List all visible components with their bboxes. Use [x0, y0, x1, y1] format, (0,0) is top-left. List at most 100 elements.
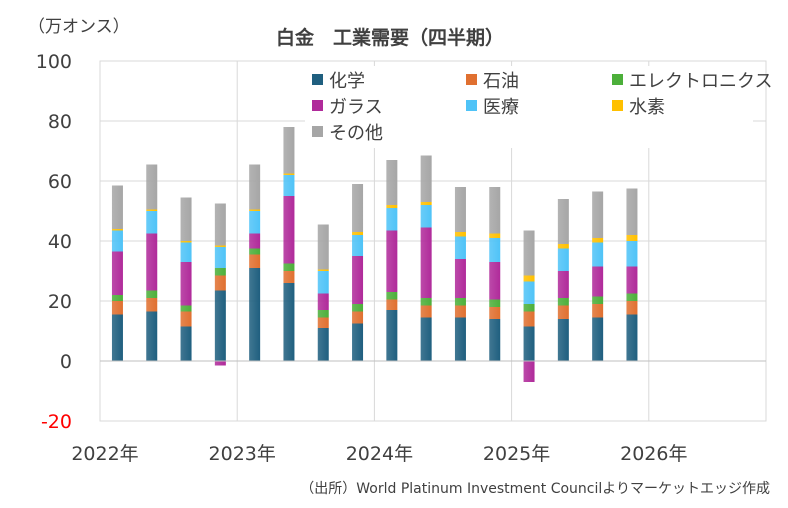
- bar-segment: [420, 298, 432, 306]
- bar-segment: [146, 164, 158, 210]
- bar-segment: [317, 224, 329, 270]
- bar-segment: [249, 209, 261, 211]
- x-tick-label: 2024年: [346, 443, 413, 465]
- bars-layer: [111, 127, 638, 382]
- bar-segment: [111, 301, 123, 315]
- bar-segment: [557, 199, 569, 244]
- bar-segment: [352, 256, 364, 304]
- bar-segment: [523, 281, 535, 304]
- bar-segment: [146, 211, 158, 234]
- bar-segment: [111, 185, 123, 229]
- bar-segment: [283, 175, 295, 196]
- bar-segment: [420, 317, 432, 361]
- bar-segment: [592, 296, 604, 304]
- bar-segment: [523, 361, 535, 382]
- bar-segment: [557, 305, 569, 319]
- y-tick-label: 60: [48, 171, 72, 193]
- bar-segment: [317, 293, 329, 310]
- legend-label: エレクトロニクス: [629, 71, 772, 92]
- bar-segment: [249, 164, 261, 210]
- bar-segment: [111, 295, 123, 301]
- bar-segment: [420, 202, 432, 205]
- bar-segment: [489, 187, 501, 234]
- bar-segment: [146, 233, 158, 291]
- bar-segment: [557, 271, 569, 298]
- x-tick-label: 2025年: [483, 443, 550, 465]
- bar-segment: [626, 301, 638, 315]
- bar-segment: [249, 211, 261, 234]
- bar-segment: [523, 311, 535, 327]
- legend-swatch: [466, 100, 477, 111]
- bar-segment: [249, 233, 261, 249]
- bar-segment: [489, 262, 501, 300]
- bar-segment: [454, 232, 466, 237]
- legend-swatch: [612, 74, 623, 85]
- bar-segment: [283, 283, 295, 361]
- bar-segment: [557, 248, 569, 271]
- y-tick-label: 0: [60, 351, 72, 373]
- bar-segment: [386, 205, 398, 208]
- bar-segment: [386, 292, 398, 300]
- legend-label: 医療: [483, 97, 519, 118]
- y-tick-label: 80: [48, 111, 72, 133]
- bar-segment: [557, 244, 569, 249]
- bar-segment: [180, 241, 192, 243]
- bar-segment: [146, 311, 158, 361]
- bar-segment: [626, 241, 638, 267]
- source-note: （出所）World Platinum Investment Councilよりマ…: [300, 481, 770, 497]
- bar-segment: [626, 314, 638, 361]
- bar-segment: [523, 275, 535, 282]
- x-tick-label: 2026年: [620, 443, 687, 465]
- bar-segment: [454, 317, 466, 361]
- bar-segment: [420, 205, 432, 228]
- bar-segment: [420, 155, 432, 202]
- bar-segment: [420, 305, 432, 318]
- legend-label: 水素: [629, 97, 665, 118]
- bar-segment: [283, 173, 295, 175]
- bar-segment: [180, 197, 192, 241]
- bar-segment: [420, 227, 432, 298]
- bar-segment: [386, 230, 398, 292]
- bar-segment: [523, 326, 535, 361]
- legend-swatch: [312, 74, 323, 85]
- legend-swatch: [466, 74, 477, 85]
- chart-title: 白金 工業需要（四半期）: [276, 26, 504, 49]
- bar-segment: [592, 266, 604, 297]
- bar-segment: [592, 317, 604, 361]
- y-tick-label: 100: [36, 51, 72, 73]
- bar-segment: [249, 248, 261, 255]
- bar-segment: [317, 269, 329, 271]
- bar-segment: [523, 304, 535, 312]
- bar-segment: [352, 311, 364, 324]
- bar-segment: [317, 310, 329, 318]
- unit-label: （万オンス）: [28, 17, 130, 37]
- bar-segment: [489, 307, 501, 319]
- legend-label: その他: [329, 123, 383, 144]
- bar-segment: [283, 127, 295, 174]
- bar-segment: [180, 305, 192, 312]
- bar-segment: [454, 298, 466, 306]
- legend-swatch: [612, 100, 623, 111]
- x-tick-label: 2022年: [71, 443, 138, 465]
- bar-segment: [386, 160, 398, 205]
- bar-segment: [283, 196, 295, 264]
- bar-segment: [386, 310, 398, 361]
- bar-segment: [180, 262, 192, 306]
- bar-segment: [146, 298, 158, 312]
- bar-segment: [454, 259, 466, 298]
- bar-segment: [214, 245, 226, 247]
- bar-segment: [352, 304, 364, 312]
- bar-segment: [592, 242, 604, 267]
- bar-segment: [386, 299, 398, 310]
- bar-segment: [283, 271, 295, 283]
- bar-segment: [283, 263, 295, 271]
- bar-segment: [454, 305, 466, 318]
- bar-segment: [454, 236, 466, 259]
- y-tick-label: 20: [48, 291, 72, 313]
- bar-segment: [352, 184, 364, 232]
- bar-segment: [180, 242, 192, 262]
- bar-segment: [146, 209, 158, 211]
- bar-segment: [626, 235, 638, 241]
- bar-segment: [180, 326, 192, 361]
